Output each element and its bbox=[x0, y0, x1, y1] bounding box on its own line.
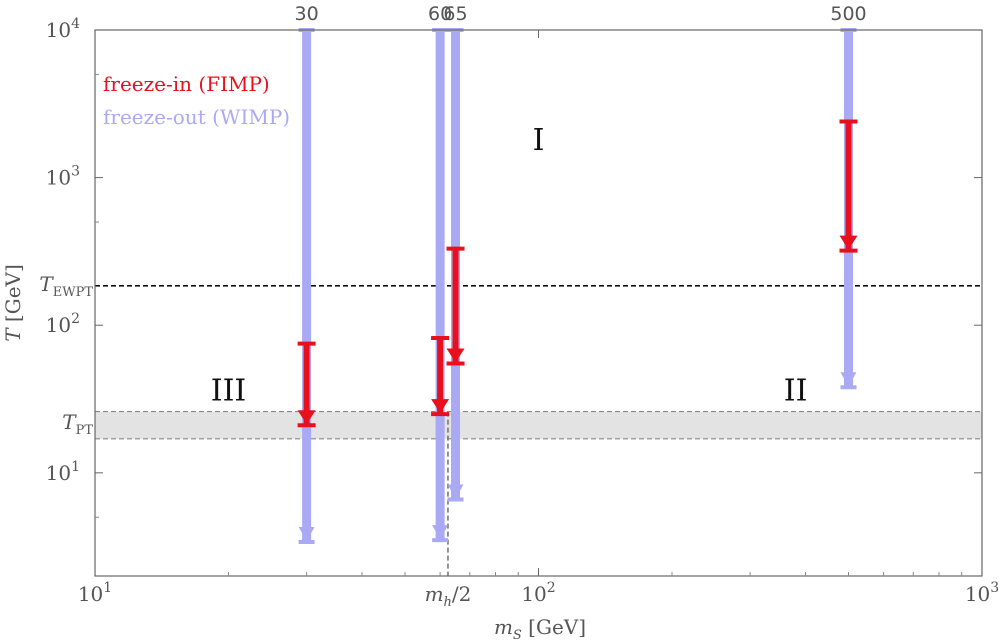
x-axis-title: mS [GeV] bbox=[494, 615, 586, 641]
t-pt-band bbox=[95, 411, 982, 439]
interval-arrow bbox=[432, 525, 449, 540]
y-tick-base: 10 bbox=[46, 461, 71, 485]
region-label-i: I bbox=[533, 123, 545, 158]
y-tick-base: 10 bbox=[46, 313, 71, 337]
legend-freeze-out: freeze-out (WIMP) bbox=[103, 105, 290, 129]
x-tick-label: 101 bbox=[78, 580, 112, 606]
top-mass-label: 60 bbox=[428, 3, 452, 25]
interval-arrow bbox=[839, 235, 858, 250]
x-tick-label: 103 bbox=[965, 580, 999, 606]
x-tick-base: 10 bbox=[521, 582, 546, 606]
region-label-ii: II bbox=[784, 374, 808, 409]
y-tick-exp: 3 bbox=[71, 164, 80, 180]
y-tick-exp: 4 bbox=[71, 16, 80, 32]
legend-freeze-in: freeze-in (FIMP) bbox=[103, 72, 270, 96]
x-tick-base: 10 bbox=[78, 582, 103, 606]
y-tick-label: 102 bbox=[46, 311, 80, 337]
y-tick-exp: 1 bbox=[71, 459, 80, 475]
t-pt-label: TPT bbox=[62, 410, 93, 438]
top-mass-label: 30 bbox=[295, 3, 319, 25]
x-tick-exp: 3 bbox=[990, 580, 999, 596]
y-tick-label: 104 bbox=[46, 16, 80, 42]
y-tick-label: 101 bbox=[46, 459, 80, 485]
top-mass-label: 65 bbox=[443, 3, 467, 25]
x-tick-exp: 1 bbox=[103, 580, 112, 596]
interval-arrow bbox=[840, 372, 857, 387]
mh-half-label: mh/2 bbox=[425, 582, 472, 610]
y-tick-base: 10 bbox=[46, 166, 71, 190]
x-tick-base: 10 bbox=[965, 582, 990, 606]
y-axis-title: T [GeV] bbox=[1, 264, 25, 342]
top-mass-label: 500 bbox=[830, 3, 866, 25]
interval-arrow bbox=[446, 348, 465, 363]
y-tick-exp: 2 bbox=[71, 311, 80, 327]
interval-arrow bbox=[298, 526, 315, 541]
y-tick-label: 103 bbox=[46, 164, 80, 190]
axis-ticks bbox=[94, 29, 983, 576]
y-tick-base: 10 bbox=[46, 18, 71, 42]
x-tick-label: 102 bbox=[521, 580, 555, 606]
fimp-series bbox=[297, 119, 858, 428]
interval-arrow bbox=[297, 410, 316, 425]
region-label-iii: III bbox=[211, 374, 247, 409]
x-tick-exp: 2 bbox=[547, 580, 556, 596]
interval-arrow bbox=[431, 399, 450, 414]
t-ewpt-label: TEWPT bbox=[39, 272, 93, 300]
interval-arrow bbox=[447, 484, 464, 499]
